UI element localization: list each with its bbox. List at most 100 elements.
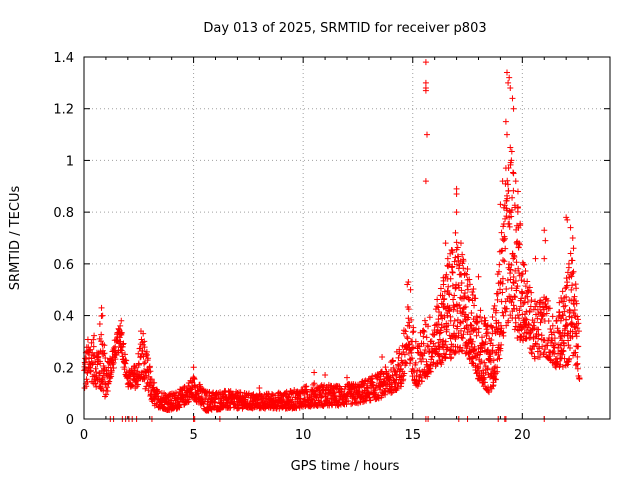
- data-point: [83, 376, 90, 383]
- data-point: [502, 245, 509, 252]
- data-point: [428, 353, 435, 360]
- data-point: [499, 330, 506, 337]
- data-point: [542, 237, 549, 244]
- data-point: [510, 105, 517, 112]
- data-point: [101, 342, 108, 349]
- data-point: [446, 308, 453, 315]
- data-point: [398, 365, 405, 372]
- data-point: [456, 319, 463, 326]
- data-point: [112, 343, 119, 350]
- data-point: [547, 326, 554, 333]
- data-point: [502, 165, 509, 172]
- data-point: [420, 327, 427, 334]
- data-point: [561, 327, 568, 334]
- data-point: [507, 144, 514, 151]
- data-point: [528, 350, 535, 357]
- data-point: [469, 359, 476, 366]
- data-point: [514, 188, 521, 195]
- data-point: [450, 296, 457, 303]
- data-point: [541, 346, 548, 353]
- data-point: [140, 330, 147, 337]
- data-point: [555, 314, 562, 321]
- data-point: [572, 297, 579, 304]
- data-point: [508, 299, 515, 306]
- data-point: [497, 345, 504, 352]
- data-point: [496, 261, 503, 268]
- data-point: [518, 277, 525, 284]
- data-point: [256, 384, 263, 391]
- data-point: [515, 265, 522, 272]
- data-point: [499, 257, 506, 264]
- data-point: [564, 216, 571, 223]
- data-point: [563, 214, 570, 221]
- data-point: [408, 345, 415, 352]
- data-point: [137, 354, 144, 361]
- data-point: [420, 333, 427, 340]
- data-point: [427, 365, 434, 372]
- data-point: [406, 323, 413, 330]
- data-point: [445, 322, 452, 329]
- x-tick-label: 15: [404, 428, 421, 443]
- data-point: [520, 261, 527, 268]
- data-point: [466, 281, 473, 288]
- data-point: [521, 261, 528, 268]
- data-point: [534, 348, 541, 355]
- data-point: [441, 288, 448, 295]
- data-point: [566, 308, 573, 315]
- data-point: [520, 300, 527, 307]
- data-point: [422, 178, 429, 185]
- data-point: [507, 266, 514, 273]
- data-point: [158, 401, 165, 408]
- data-point: [512, 178, 519, 185]
- data-point: [446, 261, 453, 268]
- y-tick-label: 0.6: [53, 258, 74, 273]
- data-point: [405, 278, 412, 285]
- data-point: [477, 307, 484, 314]
- data-point: [499, 289, 506, 296]
- data-point: [508, 148, 515, 155]
- data-point: [510, 279, 517, 286]
- data-point: [437, 312, 444, 319]
- data-point: [550, 348, 557, 355]
- data-point: [465, 340, 472, 347]
- data-point: [509, 95, 516, 102]
- data-point: [563, 284, 570, 291]
- data-point: [559, 363, 566, 370]
- data-point: [523, 326, 530, 333]
- data-point: [104, 388, 111, 394]
- data-point: [501, 202, 508, 209]
- data-point: [395, 362, 402, 369]
- data-point: [499, 275, 506, 282]
- data-point: [531, 355, 538, 362]
- data-point: [451, 317, 458, 324]
- data-point: [421, 350, 428, 357]
- data-point: [570, 245, 577, 252]
- data-point: [525, 288, 532, 295]
- data-point: [112, 356, 119, 363]
- data-point: [422, 346, 429, 353]
- data-point: [544, 297, 551, 304]
- data-point: [510, 187, 517, 194]
- data-point: [412, 359, 419, 366]
- data-point: [573, 333, 580, 340]
- data-point: [528, 289, 535, 296]
- data-point: [499, 178, 506, 185]
- data-point: [567, 224, 574, 231]
- data-point: [477, 360, 484, 367]
- data-point: [470, 285, 477, 292]
- data-point: [443, 326, 450, 333]
- data-point: [465, 314, 472, 321]
- data-point: [462, 303, 469, 310]
- data-point: [559, 288, 566, 295]
- data-point: [425, 349, 432, 356]
- data-point: [444, 312, 451, 319]
- data-point: [438, 300, 445, 307]
- data-point: [482, 339, 489, 346]
- data-point: [98, 304, 105, 311]
- data-point: [454, 244, 461, 251]
- data-point: [571, 293, 578, 300]
- data-point: [555, 345, 562, 352]
- data-point: [524, 293, 531, 300]
- data-point: [491, 302, 498, 309]
- data-point: [136, 361, 143, 368]
